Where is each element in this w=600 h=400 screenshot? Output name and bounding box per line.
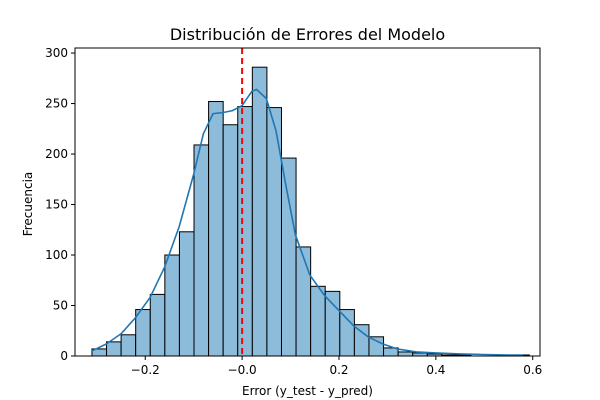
x-tick-label: −0.0 bbox=[228, 363, 257, 377]
histogram-bar bbox=[149, 293, 166, 357]
histogram-bar bbox=[135, 309, 151, 357]
plot-area bbox=[91, 48, 530, 357]
histogram-bar bbox=[295, 246, 312, 357]
x-tick-label: 0.2 bbox=[329, 363, 348, 377]
x-axis-ticks: −0.2 −0.0 0.2 0.4 0.6 bbox=[131, 356, 542, 377]
histogram-bar bbox=[120, 334, 137, 357]
histogram-bar bbox=[237, 106, 253, 357]
histogram-bar bbox=[222, 124, 239, 357]
histogram-bar bbox=[106, 341, 122, 357]
y-tick-label: 250 bbox=[45, 97, 68, 111]
y-tick-label: 200 bbox=[45, 147, 68, 161]
y-tick-label: 100 bbox=[45, 248, 68, 262]
histogram-bar bbox=[339, 309, 355, 357]
histogram-bar bbox=[193, 144, 210, 357]
histogram-bar bbox=[353, 324, 370, 357]
y-tick-label: 0 bbox=[60, 349, 68, 363]
histogram-bar bbox=[280, 157, 297, 357]
x-tick-label: −0.2 bbox=[131, 363, 160, 377]
histogram-bar bbox=[164, 254, 180, 357]
x-tick-label: 0.6 bbox=[523, 363, 542, 377]
y-axis-ticks: 0 50 100 150 200 250 300 bbox=[45, 46, 75, 363]
axes: −0.2 −0.0 0.2 0.4 0.6 0 50 100 150 200 250 300 bbox=[45, 46, 542, 377]
y-tick-label: 50 bbox=[53, 299, 68, 313]
histogram-bar bbox=[324, 290, 341, 357]
axes-frame bbox=[74, 47, 541, 357]
histogram-bar bbox=[208, 101, 224, 357]
y-tick-label: 300 bbox=[45, 46, 68, 60]
histogram-bar bbox=[368, 336, 385, 357]
histogram-bar bbox=[310, 285, 326, 357]
chart-title: Distribución de Errores del Modelo bbox=[170, 25, 445, 44]
histogram-bar bbox=[397, 351, 414, 357]
y-tick-label: 150 bbox=[45, 198, 68, 212]
histogram-bar bbox=[178, 231, 195, 357]
x-tick-label: 0.4 bbox=[426, 363, 445, 377]
x-axis-label: Error (y_test - y_pred) bbox=[242, 384, 373, 398]
y-axis-label: Frecuencia bbox=[21, 172, 35, 237]
histogram-bar bbox=[251, 66, 268, 357]
kde-curve bbox=[91, 88, 524, 356]
